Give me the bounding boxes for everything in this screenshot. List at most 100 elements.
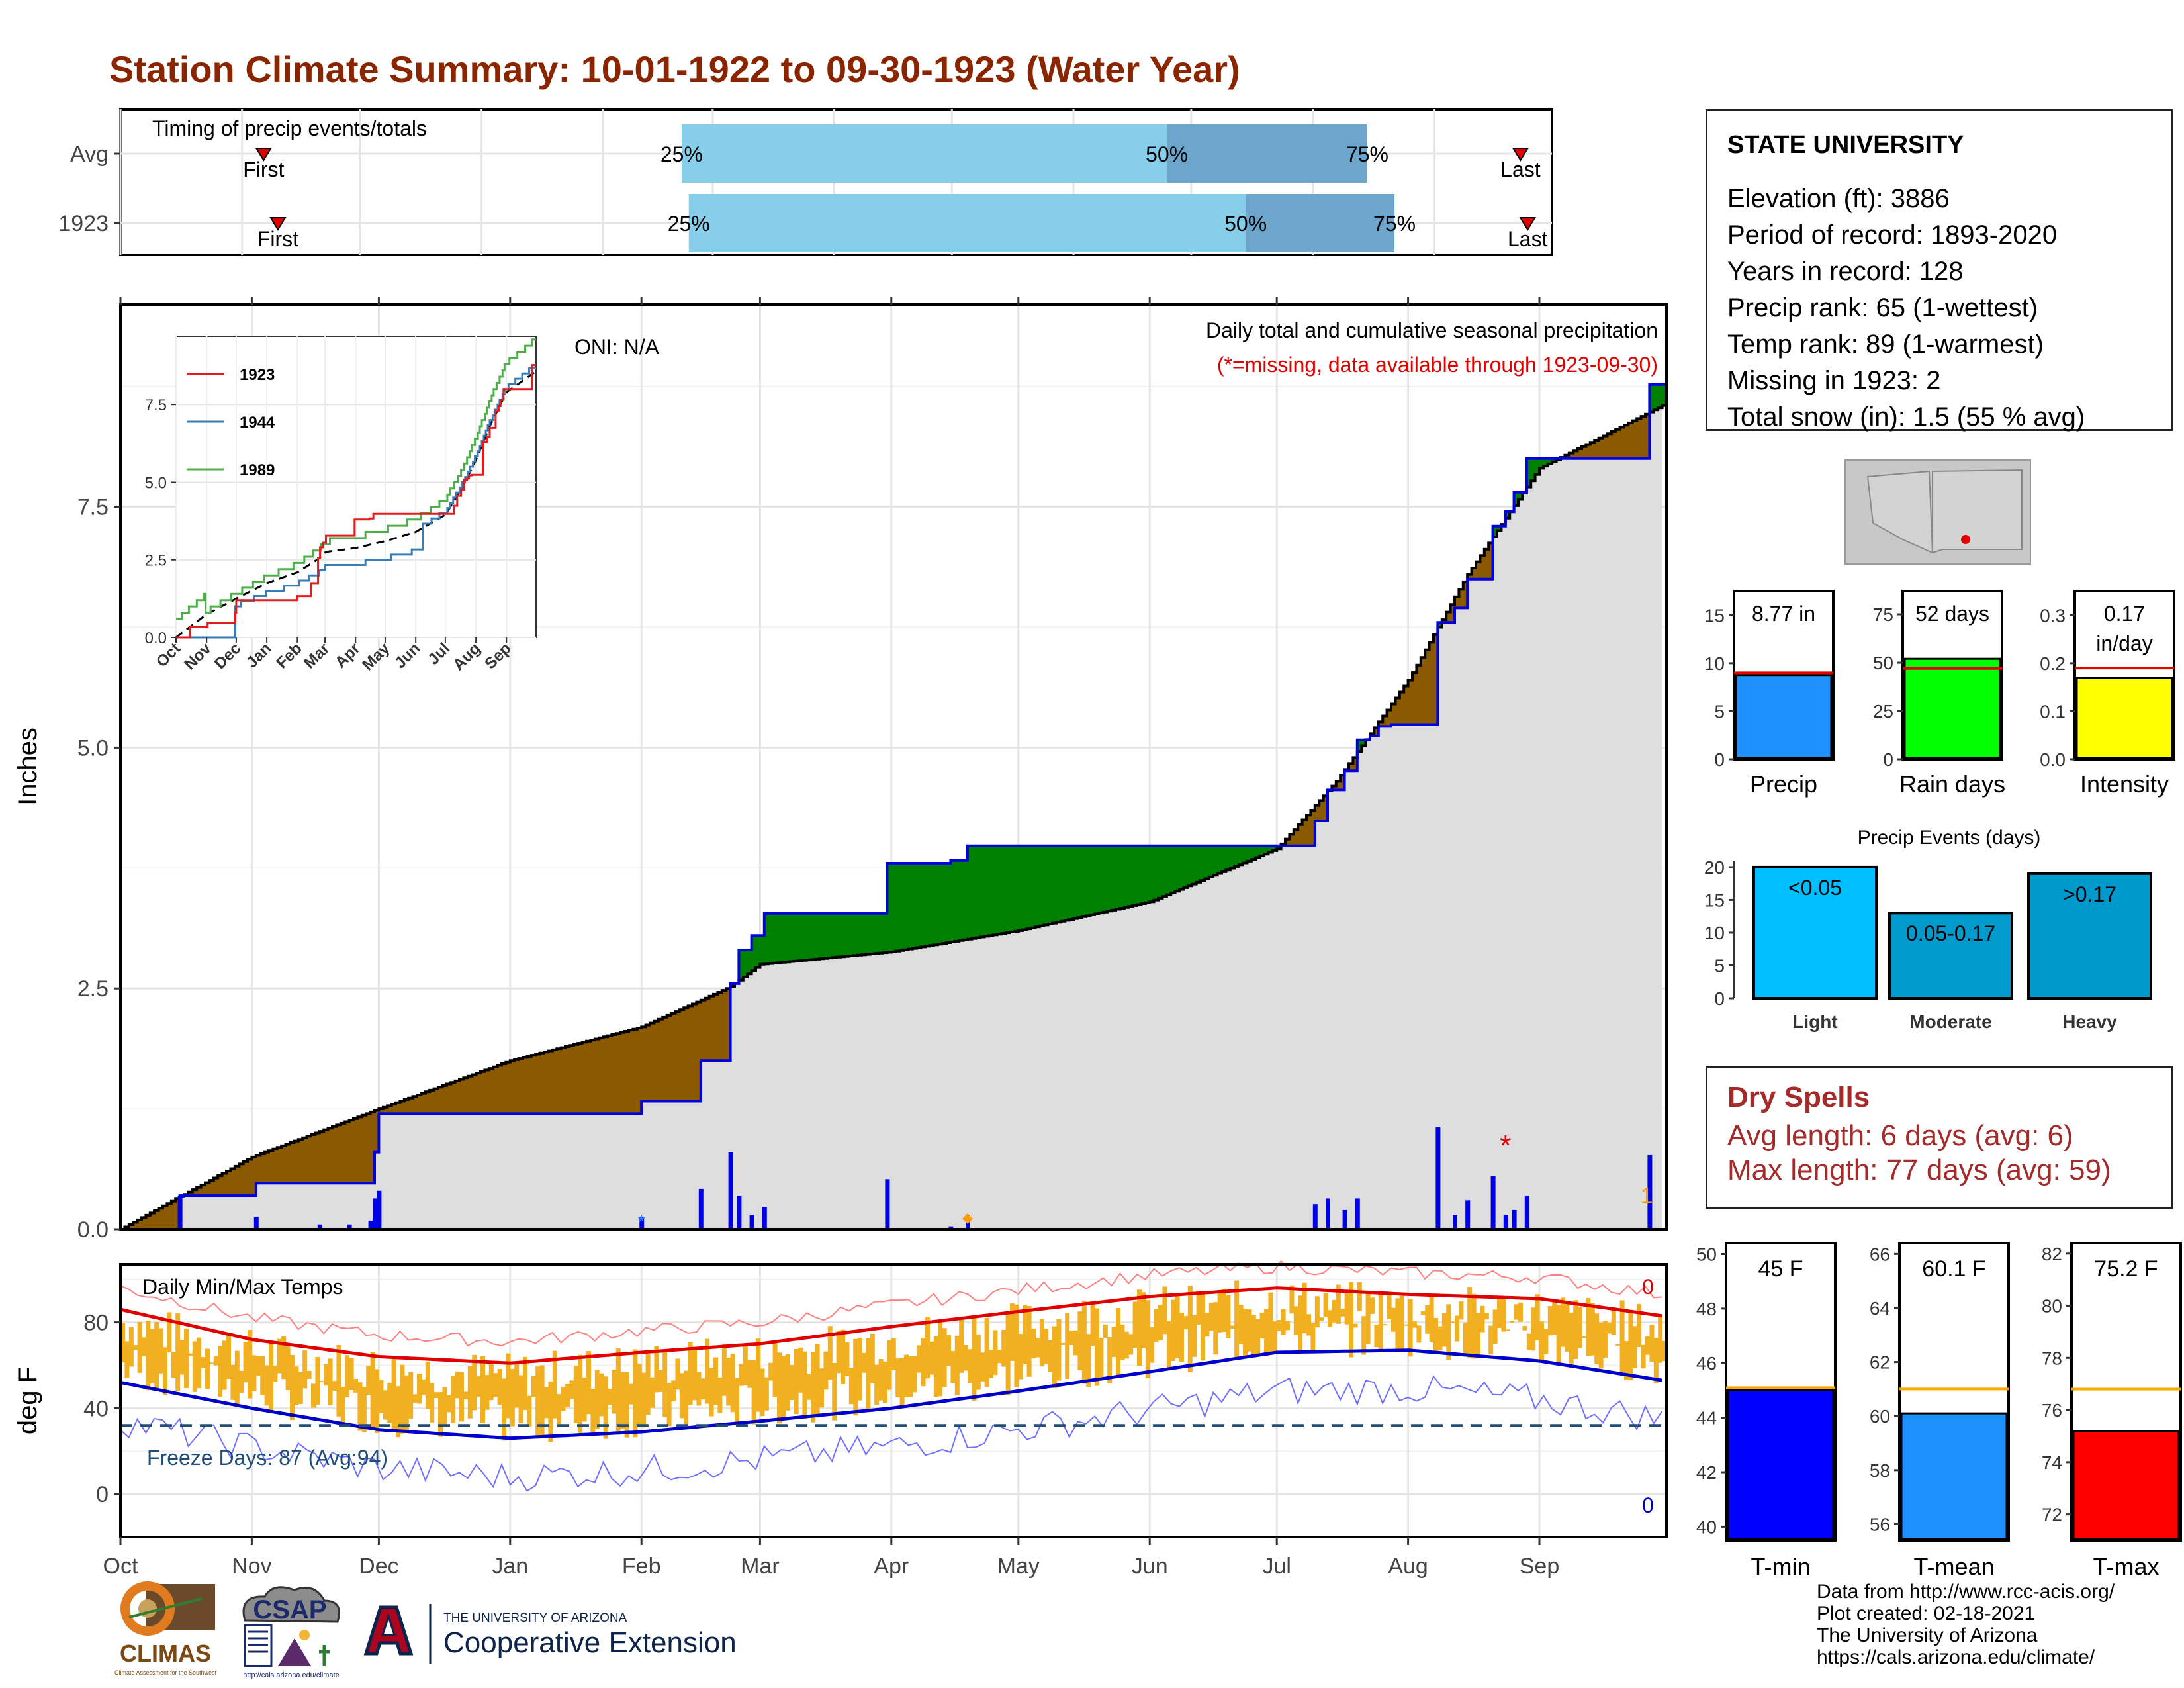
daily-temp-bar — [925, 1317, 930, 1379]
month-label: Sep — [1520, 1554, 1560, 1579]
snow-marker: * — [638, 1211, 645, 1232]
precip-deficit-fill — [1455, 596, 1459, 608]
daily-temp-bar — [396, 1386, 400, 1438]
precip-surplus-fill — [1213, 845, 1218, 876]
timing-last-label: Last — [1500, 158, 1541, 181]
dry-spells-title: Dry Spells — [1727, 1081, 1870, 1113]
temp-summary-bar — [1900, 1412, 2008, 1540]
month-label: Jan — [492, 1554, 528, 1579]
precip-surplus-fill — [857, 913, 862, 955]
precip-deficit-fill — [1349, 763, 1353, 771]
daily-temp-bar — [802, 1351, 807, 1419]
daily-temp-bar — [1222, 1288, 1226, 1333]
oni-label: ONI: N/A — [574, 335, 660, 359]
precip-surplus-fill — [815, 913, 820, 959]
precip-deficit-fill — [455, 1080, 460, 1114]
precip-surplus-fill — [874, 913, 880, 954]
temp-summary-value-label: 75.2 F — [2094, 1256, 2158, 1282]
daily-temp-bar — [1573, 1300, 1578, 1359]
daily-temp-bar — [184, 1329, 189, 1388]
precip-deficit-fill — [645, 1025, 651, 1102]
daily-temp-bar — [832, 1363, 837, 1421]
precip-deficit-fill — [514, 1059, 520, 1114]
precip-surplus-fill — [827, 913, 833, 959]
precip-deficit-fill — [488, 1068, 494, 1114]
precip-deficit-fill — [624, 1031, 629, 1114]
daily-temp-bar — [1619, 1300, 1625, 1372]
daily-precip-bar — [1524, 1196, 1529, 1229]
precip-deficit-fill — [557, 1049, 562, 1114]
daily-temp-bar — [959, 1318, 964, 1373]
precip-surplus-fill — [777, 913, 782, 963]
temp-summary-axis-label: T-mean — [1913, 1553, 1994, 1580]
daily-temp-bar — [1298, 1295, 1303, 1352]
precip-deficit-fill — [319, 1131, 324, 1184]
temp-summary-tick-label: 42 — [1696, 1462, 1717, 1483]
daily-temp-bar — [1615, 1344, 1621, 1346]
precip-surplus-fill — [1531, 458, 1536, 481]
precip-deficit-fill — [171, 1201, 176, 1229]
summary-axis-label: Rain days — [1899, 771, 2005, 798]
timing-last-label: Last — [1508, 227, 1548, 251]
daily-temp-bar — [1433, 1317, 1438, 1353]
daily-temp-bar — [1658, 1315, 1663, 1363]
precip-surplus-fill — [862, 913, 866, 955]
precip-surplus-fill — [1230, 845, 1235, 868]
inset-legend-label: 1923 — [240, 366, 275, 384]
precip-surplus-fill — [768, 913, 774, 964]
month-label: Dec — [359, 1554, 398, 1579]
temp-summary-axis-label: T-min — [1751, 1553, 1811, 1580]
freeze-days-label: Freeze Days: 87 (Avg:94) — [147, 1446, 388, 1470]
temp-background — [120, 1264, 1666, 1537]
precip-surplus-fill — [1251, 845, 1256, 860]
precip-deficit-fill — [205, 1182, 210, 1196]
precip-deficit-fill — [535, 1054, 541, 1114]
daily-temp-bar — [1196, 1290, 1201, 1325]
daily-temp-bar — [756, 1338, 760, 1412]
precip-deficit-fill — [1416, 665, 1422, 725]
precip-surplus-fill — [1095, 845, 1099, 914]
daily-precip-bar — [728, 1152, 733, 1229]
daily-temp-bar — [573, 1366, 578, 1423]
daily-temp-bar — [514, 1364, 520, 1408]
summary-axis-label: Intensity — [2080, 771, 2169, 798]
daily-temp-bar — [862, 1352, 866, 1373]
daily-temp-bar — [709, 1368, 714, 1417]
daily-temp-bar — [192, 1341, 197, 1392]
daily-temp-bar — [1378, 1291, 1383, 1351]
station-location-dot — [1961, 535, 1970, 544]
precip-deficit-fill — [506, 1062, 511, 1114]
daily-temp-bar — [637, 1364, 642, 1426]
precip-deficit-fill — [1598, 438, 1604, 459]
temp-summary-tick-label: 72 — [2042, 1505, 2062, 1525]
daily-temp-bar — [688, 1342, 693, 1405]
precip-deficit-fill — [497, 1065, 502, 1114]
daily-temp-bar — [222, 1340, 227, 1390]
daily-temp-bar — [1395, 1298, 1400, 1353]
precip-deficit-fill — [1314, 805, 1320, 821]
daily-temp-bar — [383, 1390, 388, 1420]
daily-temp-bar — [1141, 1292, 1146, 1348]
inset-average-line — [175, 371, 535, 639]
daily-temp-bar — [1065, 1313, 1070, 1380]
daily-temp-bar — [1192, 1315, 1197, 1357]
daily-temp-bar — [764, 1377, 769, 1411]
daily-temp-bar — [811, 1352, 816, 1423]
daily-temp-bar — [933, 1336, 938, 1397]
daily-temp-bar — [357, 1382, 363, 1431]
precip-deficit-fill — [1306, 815, 1311, 846]
daily-temp-bar — [582, 1377, 587, 1422]
precip-deficit-fill — [167, 1203, 172, 1229]
precip-deficit-fill — [412, 1096, 418, 1114]
daily-temp-bar — [726, 1358, 731, 1406]
daily-temp-bar — [1531, 1307, 1536, 1351]
daily-precip-bar — [1312, 1204, 1318, 1229]
daily-temp-bar — [938, 1321, 943, 1397]
summary-tick-label: 10 — [1704, 653, 1725, 674]
timing-last-marker — [1519, 217, 1537, 231]
daily-temp-bar — [400, 1364, 405, 1434]
precip-deficit-fill — [277, 1147, 282, 1184]
ua-top-text: THE UNIVERSITY OF ARIZONA — [443, 1611, 627, 1625]
precip-surplus-fill — [751, 935, 756, 971]
daily-temp-bar — [1522, 1326, 1527, 1331]
